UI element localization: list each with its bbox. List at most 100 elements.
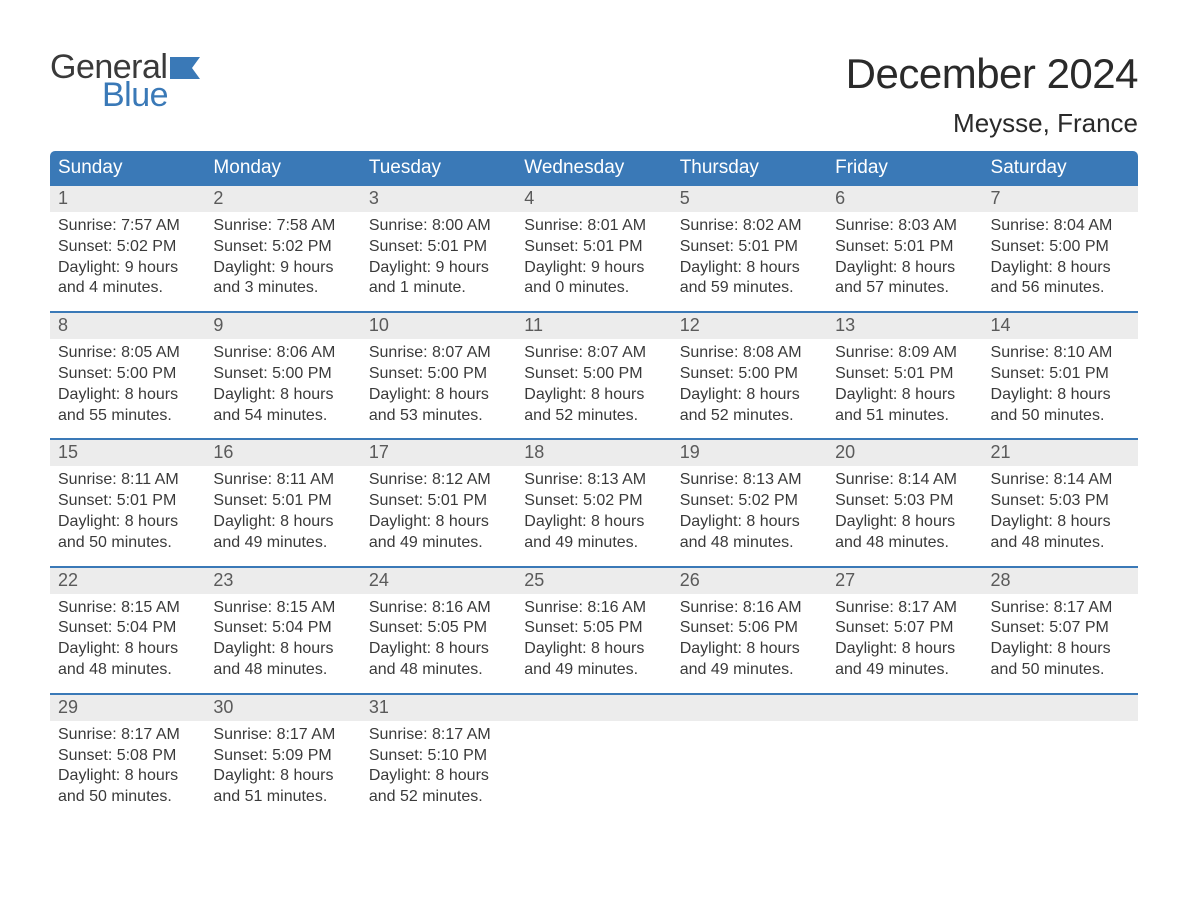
daylight-text: Daylight: 8 hours (213, 385, 352, 406)
calendar-day: 5Sunrise: 8:02 AMSunset: 5:01 PMDaylight… (672, 186, 827, 311)
sunset-text: Sunset: 5:01 PM (524, 237, 663, 258)
weekday-header: Saturday (983, 151, 1138, 186)
daylight-text: and 50 minutes. (58, 533, 197, 554)
calendar-day: 23Sunrise: 8:15 AMSunset: 5:04 PMDayligh… (205, 568, 360, 693)
daylight-text: Daylight: 8 hours (680, 512, 819, 533)
daylight-text: Daylight: 9 hours (524, 258, 663, 279)
sunrise-text: Sunrise: 8:17 AM (58, 725, 197, 746)
day-body: Sunrise: 8:17 AMSunset: 5:07 PMDaylight:… (827, 594, 982, 681)
day-body: Sunrise: 8:14 AMSunset: 5:03 PMDaylight:… (983, 466, 1138, 553)
weekday-header: Friday (827, 151, 982, 186)
sunrise-text: Sunrise: 8:05 AM (58, 343, 197, 364)
sunset-text: Sunset: 5:07 PM (991, 618, 1130, 639)
sunset-text: Sunset: 5:00 PM (213, 364, 352, 385)
day-number-row: 26 (672, 568, 827, 594)
calendar-day: 31Sunrise: 8:17 AMSunset: 5:10 PMDayligh… (361, 695, 516, 820)
day-body: Sunrise: 8:11 AMSunset: 5:01 PMDaylight:… (205, 466, 360, 553)
day-number-row: 16 (205, 440, 360, 466)
sunrise-text: Sunrise: 8:14 AM (835, 470, 974, 491)
calendar-day: 10Sunrise: 8:07 AMSunset: 5:00 PMDayligh… (361, 313, 516, 438)
sunset-text: Sunset: 5:00 PM (58, 364, 197, 385)
day-number: 26 (680, 570, 700, 590)
day-number: 13 (835, 315, 855, 335)
sunrise-text: Sunrise: 7:57 AM (58, 216, 197, 237)
day-number-row: 14 (983, 313, 1138, 339)
daylight-text: and 50 minutes. (991, 660, 1130, 681)
sunrise-text: Sunrise: 8:15 AM (58, 598, 197, 619)
day-number-row: 28 (983, 568, 1138, 594)
sunset-text: Sunset: 5:00 PM (524, 364, 663, 385)
day-number-row: 12 (672, 313, 827, 339)
day-number-row: 20 (827, 440, 982, 466)
sunrise-text: Sunrise: 8:00 AM (369, 216, 508, 237)
sunset-text: Sunset: 5:07 PM (835, 618, 974, 639)
day-number-row: 6 (827, 186, 982, 212)
sunset-text: Sunset: 5:01 PM (213, 491, 352, 512)
calendar-day: 17Sunrise: 8:12 AMSunset: 5:01 PMDayligh… (361, 440, 516, 565)
sunrise-text: Sunrise: 8:09 AM (835, 343, 974, 364)
calendar-day: . (983, 695, 1138, 820)
day-number: 18 (524, 442, 544, 462)
day-number: 8 (58, 315, 68, 335)
calendar-day: . (827, 695, 982, 820)
daylight-text: and 0 minutes. (524, 278, 663, 299)
calendar-day: 8Sunrise: 8:05 AMSunset: 5:00 PMDaylight… (50, 313, 205, 438)
day-number: 22 (58, 570, 78, 590)
day-number-row: 5 (672, 186, 827, 212)
day-body: Sunrise: 8:08 AMSunset: 5:00 PMDaylight:… (672, 339, 827, 426)
calendar-week: 15Sunrise: 8:11 AMSunset: 5:01 PMDayligh… (50, 438, 1138, 565)
weekday-header: Sunday (50, 151, 205, 186)
day-number: 29 (58, 697, 78, 717)
sunset-text: Sunset: 5:01 PM (991, 364, 1130, 385)
sunset-text: Sunset: 5:00 PM (369, 364, 508, 385)
day-number-row: 15 (50, 440, 205, 466)
day-number-row: 27 (827, 568, 982, 594)
daylight-text: Daylight: 8 hours (835, 385, 974, 406)
day-body: Sunrise: 8:16 AMSunset: 5:05 PMDaylight:… (516, 594, 671, 681)
sunrise-text: Sunrise: 8:06 AM (213, 343, 352, 364)
daylight-text: Daylight: 8 hours (680, 385, 819, 406)
day-body: Sunrise: 7:58 AMSunset: 5:02 PMDaylight:… (205, 212, 360, 299)
sunset-text: Sunset: 5:08 PM (58, 746, 197, 767)
daylight-text: and 52 minutes. (369, 787, 508, 808)
day-number: 25 (524, 570, 544, 590)
sunrise-text: Sunrise: 8:17 AM (369, 725, 508, 746)
day-number: 11 (524, 315, 543, 335)
calendar-day: 21Sunrise: 8:14 AMSunset: 5:03 PMDayligh… (983, 440, 1138, 565)
day-number: 17 (369, 442, 389, 462)
calendar-day: . (672, 695, 827, 820)
sunrise-text: Sunrise: 8:13 AM (524, 470, 663, 491)
sunset-text: Sunset: 5:02 PM (213, 237, 352, 258)
day-number-row: 23 (205, 568, 360, 594)
month-title: December 2024 (846, 50, 1138, 98)
daylight-text: and 49 minutes. (369, 533, 508, 554)
daylight-text: Daylight: 8 hours (991, 512, 1130, 533)
calendar-day: 11Sunrise: 8:07 AMSunset: 5:00 PMDayligh… (516, 313, 671, 438)
sunrise-text: Sunrise: 8:12 AM (369, 470, 508, 491)
brand-logo: General Blue (50, 50, 200, 112)
day-number: 16 (213, 442, 233, 462)
calendar-day: 4Sunrise: 8:01 AMSunset: 5:01 PMDaylight… (516, 186, 671, 311)
day-number-row: 1 (50, 186, 205, 212)
day-body: Sunrise: 8:17 AMSunset: 5:07 PMDaylight:… (983, 594, 1138, 681)
sunrise-text: Sunrise: 8:01 AM (524, 216, 663, 237)
day-body: Sunrise: 8:15 AMSunset: 5:04 PMDaylight:… (50, 594, 205, 681)
daylight-text: Daylight: 8 hours (680, 639, 819, 660)
day-body: Sunrise: 8:17 AMSunset: 5:10 PMDaylight:… (361, 721, 516, 808)
calendar-day: 6Sunrise: 8:03 AMSunset: 5:01 PMDaylight… (827, 186, 982, 311)
calendar-day: 9 Sunrise: 8:06 AMSunset: 5:00 PMDaylight… (205, 313, 360, 438)
calendar-weeks: 1 Sunrise: 7:57 AM Sunset: 5:02 PM Daylight… (50, 186, 1138, 820)
day-number: 9 (213, 315, 223, 335)
day-number: 3 (369, 188, 379, 208)
daylight-text: and 50 minutes. (58, 787, 197, 808)
sunset-text: Sunset: 5:04 PM (58, 618, 197, 639)
sunrise-text: Sunrise: 8:14 AM (991, 470, 1130, 491)
weekday-header-row: SundayMondayTuesdayWednesdayThursdayFrid… (50, 151, 1138, 186)
day-number: 28 (991, 570, 1011, 590)
header: General Blue December 2024 Meysse, Franc… (50, 50, 1138, 139)
daylight-text: and 48 minutes. (369, 660, 508, 681)
daylight-text: Daylight: 8 hours (524, 385, 663, 406)
sunset-text: Sunset: 5:01 PM (58, 491, 197, 512)
sunset-text: Sunset: 5:03 PM (991, 491, 1130, 512)
day-number: 19 (680, 442, 700, 462)
